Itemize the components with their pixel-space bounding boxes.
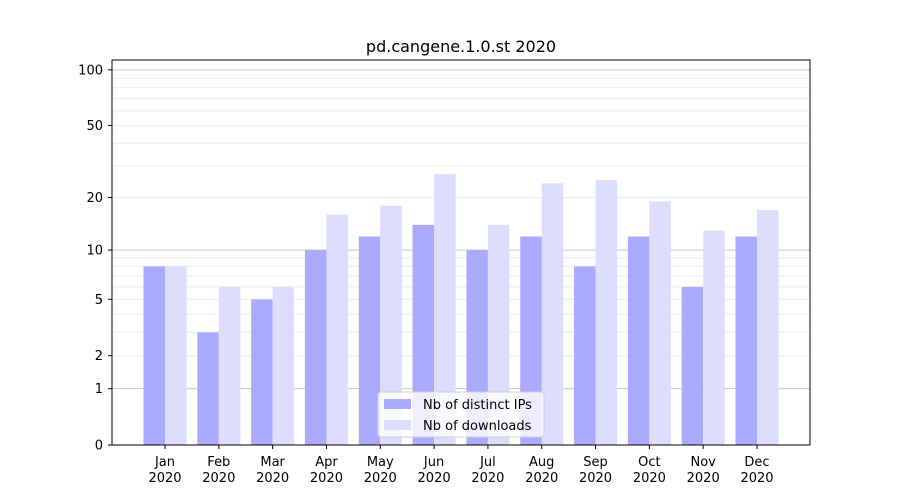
x-tick-label: Feb <box>207 455 230 470</box>
x-tick-label: Jan <box>154 455 175 470</box>
x-tick-label: Apr <box>315 455 338 470</box>
x-tick-label: Nov <box>690 455 716 470</box>
legend-label: Nb of downloads <box>423 419 532 434</box>
legend-swatch <box>384 420 411 430</box>
x-tick-label: 2020 <box>740 471 773 486</box>
x-tick-label: 2020 <box>418 471 451 486</box>
x-tick-label: Dec <box>744 455 769 470</box>
x-tick-label: May <box>367 455 394 470</box>
y-tick-label: 50 <box>86 119 103 134</box>
legend-label: Nb of distinct IPs <box>423 398 532 413</box>
y-tick-label: 100 <box>78 63 103 78</box>
x-tick-label: 2020 <box>202 471 235 486</box>
y-tick-label: 0 <box>95 439 103 454</box>
x-tick-label: Jun <box>423 455 444 470</box>
legend-box <box>377 391 545 438</box>
x-tick-label: 2020 <box>687 471 720 486</box>
bar-downloads <box>218 286 241 445</box>
x-tick-label: 2020 <box>633 471 666 486</box>
x-tick-label: Jul <box>479 455 496 470</box>
y-tick-label: 10 <box>86 244 103 259</box>
bar-downloads <box>487 224 510 445</box>
bar-downloads <box>165 266 187 445</box>
bar-downloads <box>649 201 671 445</box>
x-tick-label: 2020 <box>364 471 397 486</box>
bar-downloads <box>380 205 402 445</box>
bar-distinct-ips <box>197 332 219 445</box>
x-tick-label: Sep <box>583 455 608 470</box>
bar-distinct-ips <box>358 236 381 445</box>
bar-distinct-ips <box>304 250 327 445</box>
x-tick-label: 2020 <box>579 471 612 486</box>
bar-downloads <box>541 183 564 445</box>
bar-downloads <box>703 230 725 445</box>
bar-distinct-ips <box>251 299 273 445</box>
bar-downloads <box>272 286 295 445</box>
x-tick-label: 2020 <box>256 471 289 486</box>
y-tick-label: 1 <box>95 382 103 397</box>
x-tick-label: 2020 <box>525 471 558 486</box>
y-tick-label: 20 <box>86 191 103 206</box>
bar-downloads <box>434 174 456 445</box>
x-tick-label: 2020 <box>148 471 181 486</box>
bar-distinct-ips <box>143 266 165 445</box>
y-tick-label: 5 <box>95 293 103 308</box>
bar-distinct-ips <box>735 236 757 445</box>
x-tick-label: 2020 <box>471 471 504 486</box>
x-tick-label: 2020 <box>310 471 343 486</box>
plot-frame <box>111 59 811 446</box>
x-tick-label: Mar <box>260 455 285 470</box>
bar-distinct-ips <box>627 236 650 445</box>
legend: Nb of distinct IPs Nb of downloads <box>377 391 545 438</box>
x-tick-label: Oct <box>638 455 660 470</box>
y-tick-label: 2 <box>95 349 103 364</box>
bar-distinct-ips <box>681 286 704 445</box>
bar-distinct-ips <box>412 224 435 445</box>
bar-downloads <box>757 210 779 445</box>
bar-downloads <box>595 180 618 445</box>
x-tick-label: Aug <box>529 455 554 470</box>
bar-distinct-ips <box>574 266 596 445</box>
chart-title: pd.cangene.1.0.st 2020 <box>366 37 556 56</box>
bar-downloads <box>326 214 348 445</box>
legend-swatch <box>384 399 411 409</box>
